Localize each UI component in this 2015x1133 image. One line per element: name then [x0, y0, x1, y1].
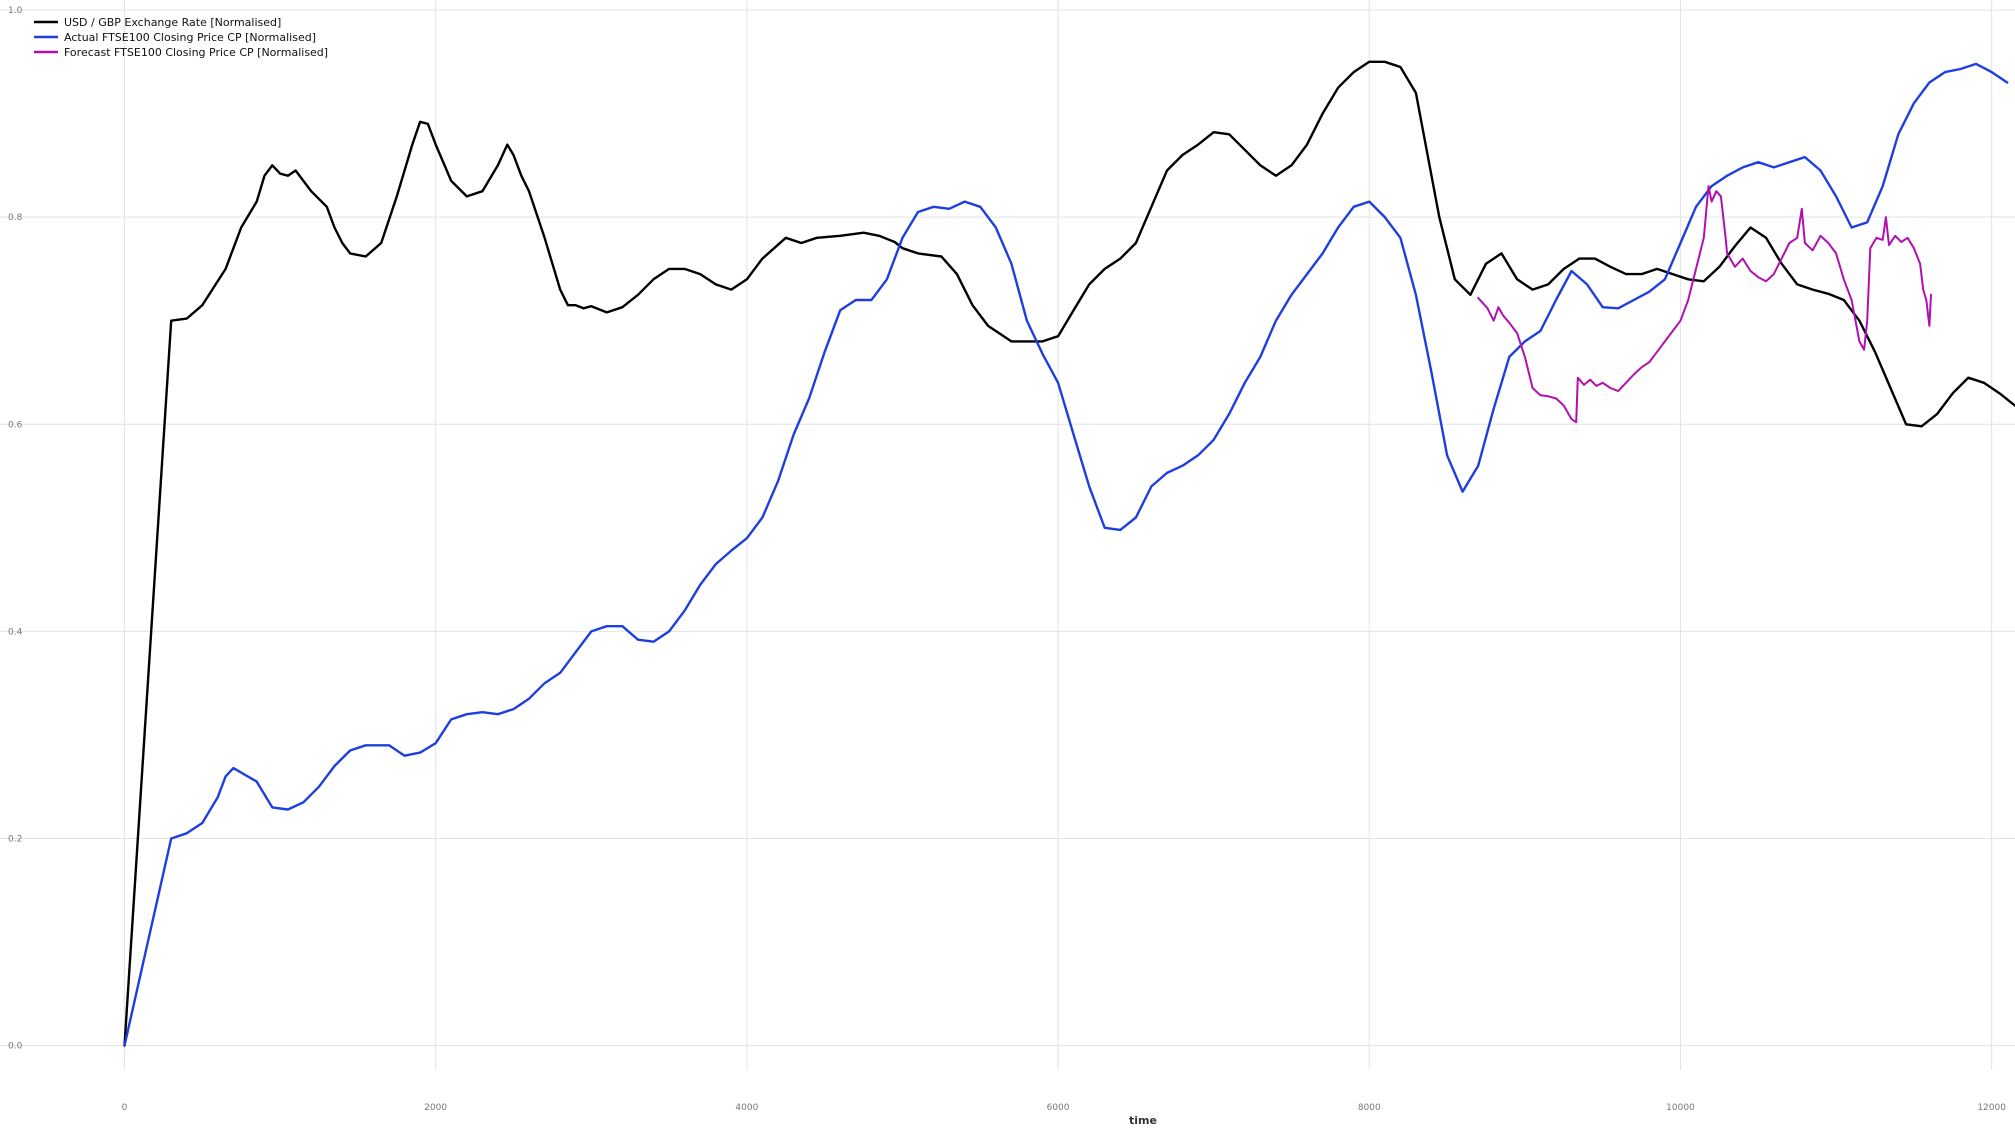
- legend-label: USD / GBP Exchange Rate [Normalised]: [64, 16, 281, 29]
- x-axis-title: time: [1129, 1114, 1157, 1127]
- x-tick-label: 6000: [1047, 1103, 1070, 1113]
- series-line-3: [1477, 185, 1932, 424]
- legend-label: Forecast FTSE100 Closing Price CP [Norma…: [64, 46, 328, 59]
- grid: [0, 0, 2015, 1070]
- y-tick-label: 1.0: [8, 6, 23, 16]
- series-group: [123, 60, 2015, 1047]
- tick-labels: 0.0 0.2 0.4 0.6 0.8 1.0 0 2000 4000 6000 8000 10000…: [8, 6, 2006, 1113]
- x-tick-label: 0: [122, 1103, 128, 1113]
- x-tick-label: 2000: [424, 1103, 447, 1113]
- legend-label: Actual FTSE100 Closing Price CP [Normali…: [64, 31, 316, 44]
- x-tick-label: 8000: [1358, 1103, 1381, 1113]
- y-tick-label: 0.8: [8, 213, 23, 223]
- y-tick-label: 0.4: [8, 627, 23, 637]
- x-tick-label: 12000: [1977, 1103, 2006, 1113]
- y-tick-label: 0.0: [8, 1042, 23, 1052]
- x-tick-label: 4000: [735, 1103, 758, 1113]
- x-tick-label: 10000: [1666, 1103, 1695, 1113]
- y-tick-label: 0.2: [8, 835, 22, 845]
- series-line-1: [123, 60, 2015, 1047]
- legend: USD / GBP Exchange Rate [Normalised] Actu…: [34, 16, 328, 59]
- series-line-2: [123, 62, 2009, 1047]
- y-tick-label: 0.6: [8, 420, 23, 430]
